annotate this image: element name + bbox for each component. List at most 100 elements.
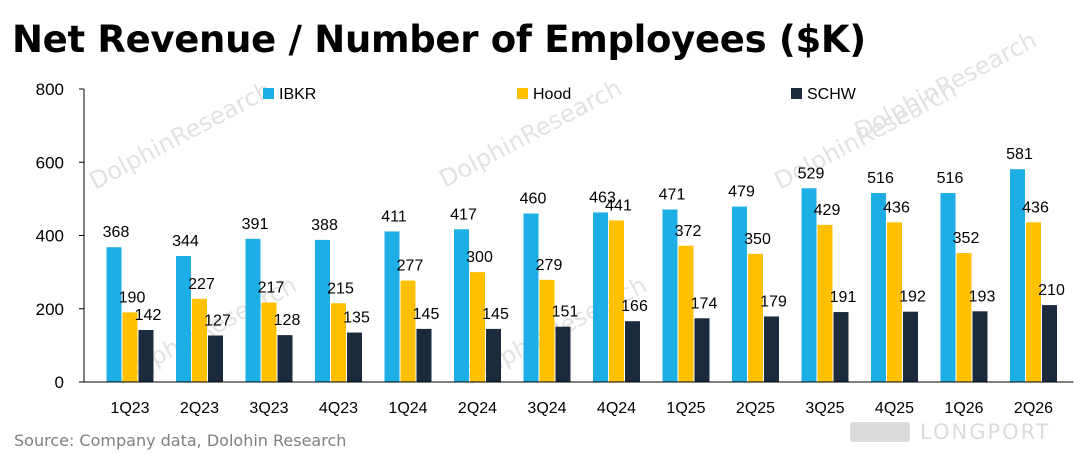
bar-hood xyxy=(748,253,763,382)
data-label-hood: 279 xyxy=(536,257,563,274)
data-label-schw: 145 xyxy=(482,306,509,323)
bar-schw xyxy=(416,328,432,382)
data-label-ibkr: 516 xyxy=(867,170,894,187)
y-tick-label: 400 xyxy=(36,227,64,246)
bar-ibkr xyxy=(662,209,678,382)
data-label-ibkr: 529 xyxy=(798,165,825,182)
data-label-hood: 352 xyxy=(953,230,980,247)
bar-hood xyxy=(261,302,277,382)
bar-hood xyxy=(122,312,138,382)
x-tick-label: 2Q25 xyxy=(736,400,775,417)
brand-logo-icon xyxy=(850,422,910,442)
bar-hood xyxy=(400,280,416,382)
data-label-hood: 429 xyxy=(814,202,841,219)
legend-label-schw: SCHW xyxy=(807,86,857,103)
bar-ibkr xyxy=(176,256,191,382)
bars xyxy=(106,169,1057,382)
chart-title: Net Revenue / Number of Employees ($K) xyxy=(12,18,866,61)
data-label-hood: 436 xyxy=(883,199,910,216)
x-tick-label: 3Q24 xyxy=(527,400,566,417)
legend-label-ibkr: IBKR xyxy=(279,86,316,103)
bar-ibkr xyxy=(1010,169,1025,382)
brand-logo-text: LONGPORT xyxy=(920,420,1051,444)
bar-ibkr xyxy=(871,193,886,382)
bar-schw xyxy=(1042,305,1057,382)
data-label-schw: 135 xyxy=(343,310,370,327)
bar-ibkr xyxy=(940,193,956,382)
x-tick-label: 2Q26 xyxy=(1014,400,1053,417)
x-tick-label: 4Q25 xyxy=(875,400,914,417)
bar-schw xyxy=(138,329,154,382)
y-tick-label: 200 xyxy=(36,300,64,319)
x-tick-label: 1Q23 xyxy=(110,400,149,417)
data-label-hood: 277 xyxy=(397,258,424,275)
data-label-hood: 215 xyxy=(327,280,354,297)
data-label-hood: 436 xyxy=(1022,199,1049,216)
bar-schw xyxy=(625,321,640,382)
data-label-ibkr: 411 xyxy=(381,208,407,225)
x-tick-label: 2Q24 xyxy=(458,400,497,417)
x-axis: 1Q23 2Q23 3Q23 4Q23 1Q24 2Q24 3Q24 4Q24 1Q25 2Q25… xyxy=(84,381,1074,417)
bar-schw xyxy=(555,326,571,382)
brand-logo: LONGPORT xyxy=(850,420,1051,444)
x-tick-label: 1Q25 xyxy=(666,400,705,417)
data-label-ibkr: 581 xyxy=(1006,146,1033,163)
bar-ibkr xyxy=(593,212,608,382)
legend-swatch-ibkr xyxy=(263,88,274,99)
data-label-schw: 174 xyxy=(691,295,718,312)
bar-schw xyxy=(694,318,710,382)
data-label-hood: 227 xyxy=(188,276,215,293)
data-label-schw: 179 xyxy=(760,293,787,310)
bar-hood xyxy=(956,253,972,382)
y-axis: 0 200 400 600 800 xyxy=(36,80,85,392)
legend-swatch-schw xyxy=(791,88,802,99)
y-tick-label: 800 xyxy=(36,80,64,99)
bar-ibkr xyxy=(732,206,747,382)
data-label-schw: 142 xyxy=(135,307,162,324)
x-tick-label: 1Q26 xyxy=(944,400,983,417)
data-label-hood: 190 xyxy=(119,289,146,306)
bar-schw xyxy=(277,335,293,382)
source-note: Source: Company data, Dolohin Research xyxy=(14,431,347,450)
bar-hood xyxy=(470,272,485,382)
x-tick-label: 2Q23 xyxy=(180,400,219,417)
bar-ibkr xyxy=(315,239,330,382)
data-label-ibkr: 417 xyxy=(450,206,477,223)
data-label-schw: 127 xyxy=(204,312,231,329)
data-label-ibkr: 391 xyxy=(242,216,269,233)
data-label-ibkr: 479 xyxy=(728,184,755,201)
data-label-hood: 300 xyxy=(466,249,493,266)
bar-hood xyxy=(1026,222,1041,382)
data-label-schw: 128 xyxy=(274,312,301,329)
x-tick-label: 1Q24 xyxy=(388,400,427,417)
bar-hood xyxy=(539,279,555,382)
bar-hood xyxy=(678,245,694,382)
legend-label-hood: Hood xyxy=(533,86,571,103)
bar-schw xyxy=(208,335,223,382)
legend: IBKR Hood SCHW xyxy=(263,86,857,103)
data-label-ibkr: 516 xyxy=(937,170,964,187)
data-label-schw: 191 xyxy=(830,289,857,306)
bar-schw xyxy=(903,311,918,382)
data-label-ibkr: 344 xyxy=(172,233,199,250)
data-label-schw: 145 xyxy=(413,306,440,323)
data-labels: 368 344 391 388 411 417 460 463 471 479 529 516 516 5… xyxy=(103,146,1065,329)
data-label-ibkr: 463 xyxy=(589,189,616,206)
bar-schw xyxy=(972,311,988,382)
data-label-hood: 441 xyxy=(605,197,632,214)
data-label-ibkr: 388 xyxy=(311,217,338,234)
bar-hood xyxy=(887,222,902,382)
bar-schw xyxy=(347,332,362,382)
data-label-schw: 166 xyxy=(621,298,648,315)
data-label-hood: 372 xyxy=(675,223,702,240)
data-label-ibkr: 368 xyxy=(103,224,130,241)
bar-ibkr xyxy=(454,229,469,382)
bar-hood xyxy=(609,220,624,382)
y-tick-label: 0 xyxy=(55,373,64,392)
bar-hood xyxy=(192,298,207,382)
data-label-hood: 217 xyxy=(258,280,285,297)
watermark-text: DolphinResearch xyxy=(435,74,627,194)
data-label-schw: 151 xyxy=(552,304,579,321)
data-label-ibkr: 471 xyxy=(659,186,686,203)
